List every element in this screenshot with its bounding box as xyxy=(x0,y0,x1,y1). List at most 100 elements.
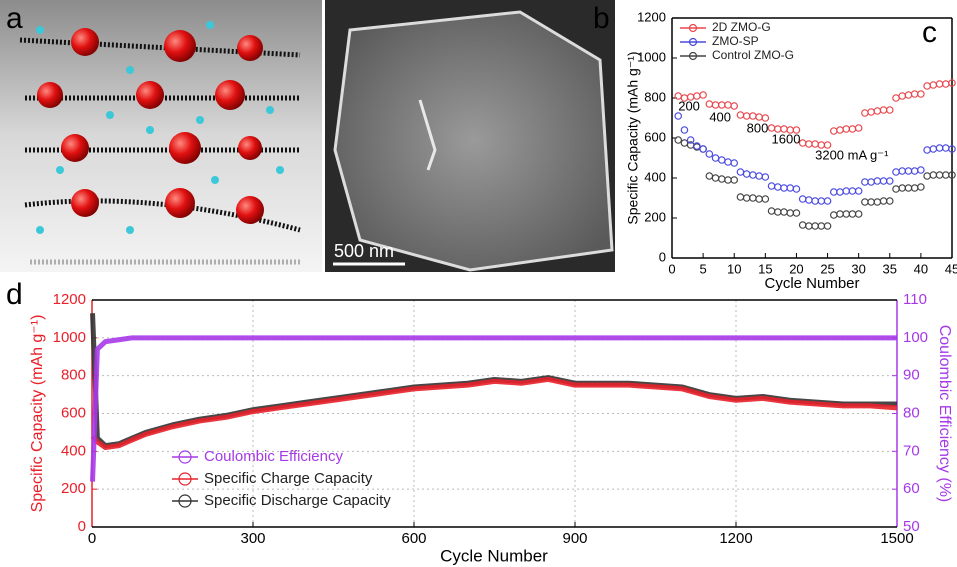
y-tick-label: 400 xyxy=(644,169,666,184)
data-point xyxy=(705,150,714,158)
data-point xyxy=(836,188,844,196)
panel-label: c xyxy=(922,16,937,49)
data-point xyxy=(885,177,894,185)
x-tick-label: 35 xyxy=(883,261,897,276)
data-point xyxy=(885,106,894,114)
x-tick-label: 15 xyxy=(758,261,772,276)
legend-symbol xyxy=(178,494,192,508)
data-point xyxy=(811,222,819,230)
data-point xyxy=(711,154,720,162)
data-point xyxy=(798,221,807,229)
data-point xyxy=(773,183,782,191)
data-point xyxy=(892,94,900,102)
data-point xyxy=(848,210,857,218)
data-point xyxy=(761,114,770,122)
scale-bar-label: 500 nm xyxy=(334,241,394,261)
data-point xyxy=(742,170,751,178)
data-point xyxy=(749,194,757,202)
x-axis-label: Cycle Number xyxy=(764,275,859,292)
data-point xyxy=(724,101,732,109)
x-tick-label: 30 xyxy=(851,261,865,276)
data-point xyxy=(948,171,956,179)
legend-label: Control ZMO-G xyxy=(712,48,794,62)
data-point xyxy=(792,185,801,193)
panel-label: b xyxy=(593,2,610,35)
data-point xyxy=(892,185,900,193)
y2-tick-label: 90 xyxy=(903,367,920,384)
x-tick-label: 25 xyxy=(820,261,834,276)
x-tick-label: 1500 xyxy=(880,530,913,547)
x-tick-label: 1200 xyxy=(719,530,752,547)
data-point xyxy=(861,109,869,117)
y-tick-label: 800 xyxy=(644,89,666,104)
data-point xyxy=(805,196,813,204)
series-line xyxy=(90,376,898,451)
data-point xyxy=(948,79,956,87)
annotation: 800 xyxy=(747,120,769,135)
data-point xyxy=(898,184,907,192)
data-point xyxy=(711,101,720,109)
x-tick-label: 300 xyxy=(240,530,265,547)
data-point xyxy=(705,100,714,108)
x-tick-label: 20 xyxy=(789,261,803,276)
y2-tick-label: 110 xyxy=(903,291,927,308)
x-tick-label: 10 xyxy=(727,261,741,276)
legend-symbol xyxy=(688,23,698,33)
data-point xyxy=(792,126,801,134)
data-point xyxy=(717,175,726,183)
data-point xyxy=(917,183,925,191)
data-point xyxy=(867,108,875,116)
x-tick-label: 5 xyxy=(699,261,706,276)
x-axis-label: Cycle Number xyxy=(440,546,548,565)
data-point xyxy=(904,184,913,192)
data-point xyxy=(898,167,907,175)
data-point xyxy=(786,184,795,192)
annotation: 3200 mA g⁻¹ xyxy=(815,147,889,162)
y-tick-label: 200 xyxy=(61,480,86,497)
legend-symbol xyxy=(688,37,698,47)
data-point xyxy=(780,184,788,192)
y-tick-label: 1000 xyxy=(53,329,86,346)
data-point xyxy=(717,156,726,164)
y-tick-label: 800 xyxy=(61,367,86,384)
y-tick-label: 600 xyxy=(61,404,86,421)
data-point xyxy=(674,136,683,144)
x-tick-label: 900 xyxy=(562,530,587,547)
data-point xyxy=(910,90,919,98)
data-point xyxy=(711,174,720,182)
series-line xyxy=(90,335,897,482)
data-point xyxy=(755,195,763,203)
data-point xyxy=(917,90,925,98)
data-point xyxy=(717,101,726,109)
data-point xyxy=(736,193,745,201)
data-point xyxy=(848,125,857,133)
data-point xyxy=(755,172,763,180)
data-point xyxy=(829,211,838,219)
data-point xyxy=(941,80,950,88)
data-point xyxy=(805,140,813,148)
data-point xyxy=(929,145,938,153)
data-point xyxy=(904,167,913,175)
y-tick-label: 0 xyxy=(659,249,666,264)
data-point xyxy=(730,176,739,184)
data-point xyxy=(686,136,695,144)
data-point xyxy=(910,184,919,192)
data-point xyxy=(674,112,683,120)
data-point xyxy=(935,80,944,88)
data-point xyxy=(867,178,875,186)
data-point xyxy=(898,92,907,100)
y2-axis-label: Coulombic Efficiency (%) xyxy=(936,325,953,503)
y-tick-label: 1200 xyxy=(637,9,666,24)
data-point xyxy=(873,107,882,115)
data-point xyxy=(836,126,844,134)
data-point xyxy=(873,198,882,206)
data-point xyxy=(680,126,689,134)
data-point xyxy=(742,194,751,202)
data-point xyxy=(730,159,739,167)
y-tick-label: 1000 xyxy=(637,49,666,64)
data-point xyxy=(861,178,869,186)
x-tick-label: 40 xyxy=(914,261,928,276)
panel-label: a xyxy=(6,2,23,35)
y2-tick-label: 70 xyxy=(903,442,920,459)
data-point xyxy=(823,141,832,149)
